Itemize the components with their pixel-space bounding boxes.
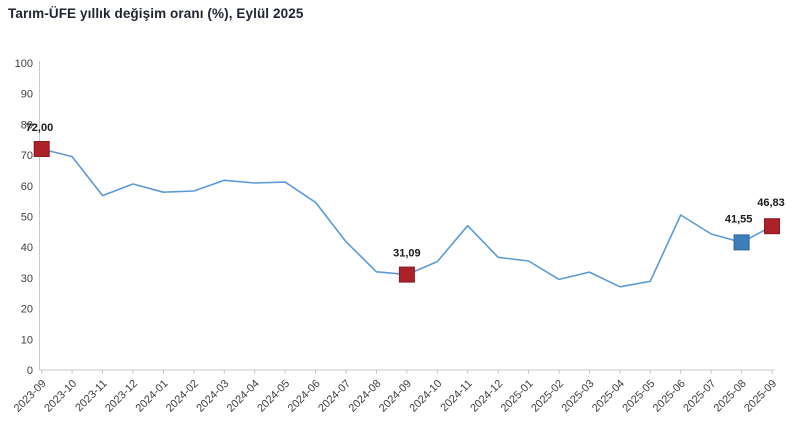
- x-tick-label: 2023-09: [12, 378, 49, 415]
- y-tick-label: 100: [15, 58, 33, 70]
- x-tick-label: 2024-12: [468, 378, 505, 415]
- x-tick-label: 2024-03: [194, 378, 231, 415]
- x-tick-label: 2025-07: [681, 378, 718, 415]
- y-tick-label: 30: [21, 273, 33, 285]
- y-tick-label: 70: [21, 150, 33, 162]
- x-tick-label: 2023-10: [42, 378, 79, 415]
- y-tick-label: 20: [21, 304, 33, 316]
- x-tick-label: 2025-08: [712, 378, 749, 415]
- y-tick-label: 0: [27, 365, 33, 377]
- x-tick-label: 2024-09: [377, 378, 414, 415]
- marker-2023-09: [33, 141, 50, 157]
- x-tick-label: 2025-09: [742, 378, 779, 415]
- y-tick-label: 90: [21, 89, 33, 101]
- data-label-2025-09: 46,83: [757, 197, 785, 209]
- x-axis: 2023-092023-102023-112023-122024-012024-…: [12, 369, 779, 415]
- y-tick-label: 10: [21, 334, 33, 346]
- highlight-markers: 72,00 31,09 41,55 46,83: [26, 122, 785, 283]
- x-tick-label: 2025-03: [560, 378, 597, 415]
- y-tick-label: 40: [21, 242, 33, 254]
- y-tick-label: 60: [21, 181, 33, 193]
- data-label-2024-09: 31,09: [393, 248, 421, 260]
- x-tick-label: 2024-01: [134, 378, 171, 415]
- x-tick-label: 2024-08: [347, 378, 384, 415]
- y-tick-label: 50: [21, 212, 33, 224]
- x-tick-label: 2024-07: [316, 378, 353, 415]
- data-label-2023-09: 72,00: [26, 122, 54, 134]
- x-tick-label: 2025-02: [529, 378, 566, 415]
- marker-2025-08: [733, 234, 750, 251]
- x-tick-label: 2024-10: [407, 378, 444, 415]
- x-tick-label: 2025-06: [651, 378, 688, 415]
- y-axis: 0 10 20 30 40 50 60 70 80 90 100: [15, 58, 40, 377]
- x-tick-label: 2024-04: [225, 378, 262, 415]
- y-tick-label: 80: [21, 119, 33, 131]
- x-tick-label: 2024-05: [255, 378, 292, 415]
- x-tick-label: 2023-12: [103, 378, 140, 415]
- series-line: [40, 148, 773, 288]
- marker-2025-09: [764, 218, 780, 235]
- data-label-2025-08: 41,55: [725, 213, 753, 225]
- marker-2024-09: [398, 266, 415, 283]
- x-tick-label: 2024-02: [164, 378, 201, 415]
- x-tick-label: 2025-04: [590, 378, 627, 415]
- x-tick-label: 2025-05: [620, 378, 657, 415]
- x-tick-label: 2024-06: [286, 378, 323, 415]
- x-tick-label: 2025-01: [499, 378, 536, 415]
- chart-title: Tarım-ÜFE yıllık değişim oranı (%), Eylü…: [8, 6, 304, 21]
